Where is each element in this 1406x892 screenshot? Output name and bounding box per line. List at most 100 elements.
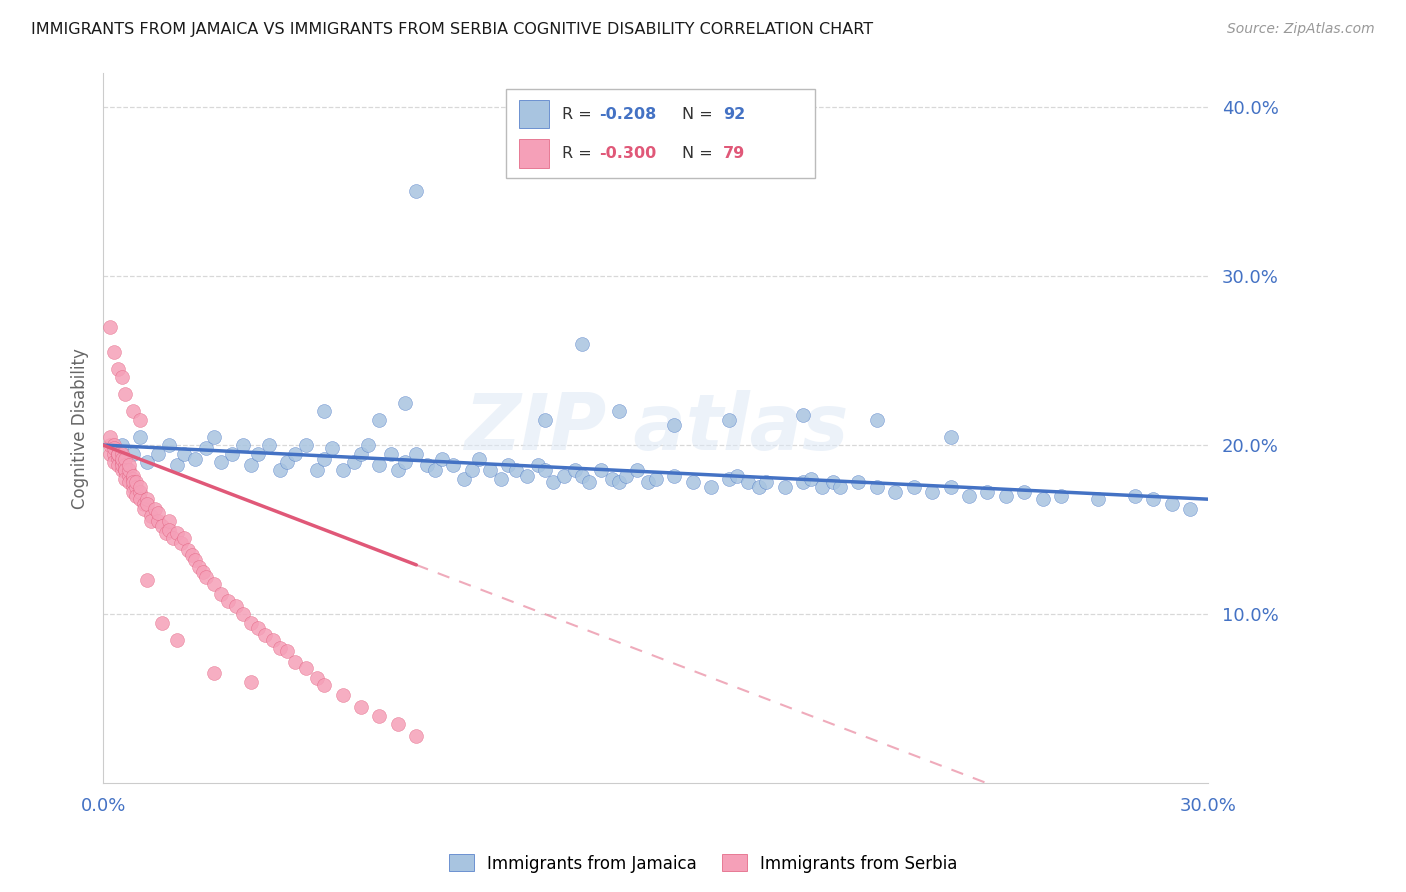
Point <box>148 446 170 460</box>
Point <box>571 336 593 351</box>
Point <box>269 641 291 656</box>
Point <box>114 458 136 473</box>
Point <box>129 413 152 427</box>
Point <box>221 446 243 460</box>
Point <box>534 413 557 427</box>
Point <box>600 472 623 486</box>
Point <box>387 463 409 477</box>
Point <box>626 463 648 477</box>
Point <box>187 560 209 574</box>
Point <box>159 523 181 537</box>
FancyBboxPatch shape <box>519 139 550 168</box>
Point <box>225 599 247 613</box>
Point <box>903 480 925 494</box>
Point <box>644 472 666 486</box>
Point <box>884 485 907 500</box>
Point <box>121 475 143 490</box>
Point <box>821 475 844 490</box>
Point <box>143 502 166 516</box>
Point <box>166 458 188 473</box>
Point <box>173 446 195 460</box>
Point <box>866 413 889 427</box>
Point <box>184 553 207 567</box>
Text: Source: ZipAtlas.com: Source: ZipAtlas.com <box>1227 22 1375 37</box>
Point <box>682 475 704 490</box>
Point <box>357 438 380 452</box>
Point <box>773 480 796 494</box>
Point <box>125 480 148 494</box>
Point <box>121 468 143 483</box>
Point <box>725 468 748 483</box>
Point <box>257 438 280 452</box>
Point <box>332 689 354 703</box>
Point <box>810 480 832 494</box>
FancyBboxPatch shape <box>519 100 550 128</box>
Text: 79: 79 <box>723 146 745 161</box>
Point <box>394 396 416 410</box>
Point <box>107 458 129 473</box>
Point <box>110 458 132 473</box>
Point <box>100 319 122 334</box>
Point <box>284 446 307 460</box>
Point <box>799 472 821 486</box>
Point <box>136 492 159 507</box>
Point <box>664 468 686 483</box>
Point <box>118 463 141 477</box>
Point <box>118 475 141 490</box>
Text: -0.300: -0.300 <box>599 146 657 161</box>
Point <box>269 463 291 477</box>
Point <box>468 451 491 466</box>
Point <box>553 468 575 483</box>
Point <box>100 429 122 443</box>
Point <box>159 514 181 528</box>
Point <box>578 475 600 490</box>
Point <box>132 502 155 516</box>
Point <box>103 446 125 460</box>
Point <box>217 593 239 607</box>
Point <box>305 672 328 686</box>
Point <box>498 458 520 473</box>
Point <box>125 475 148 490</box>
Point <box>939 429 962 443</box>
Point <box>162 531 184 545</box>
Point <box>479 463 502 477</box>
Point <box>866 480 889 494</box>
Point <box>114 451 136 466</box>
Point <box>148 514 170 528</box>
Point <box>110 370 132 384</box>
Point <box>1087 492 1109 507</box>
Point <box>571 468 593 483</box>
Point <box>607 475 630 490</box>
Point <box>166 632 188 647</box>
Point <box>792 475 814 490</box>
Point <box>737 475 759 490</box>
Point <box>343 455 366 469</box>
Point <box>614 468 637 483</box>
Text: ZIP atlas: ZIP atlas <box>464 390 848 467</box>
Point <box>195 442 218 456</box>
Point <box>314 404 336 418</box>
Point <box>136 497 159 511</box>
Point <box>125 489 148 503</box>
Point <box>139 514 162 528</box>
Point <box>132 497 155 511</box>
Point <box>121 446 143 460</box>
Point <box>405 729 427 743</box>
Point <box>114 463 136 477</box>
Point <box>1142 492 1164 507</box>
Point <box>314 451 336 466</box>
Point <box>976 485 998 500</box>
Point <box>516 468 538 483</box>
Point <box>202 576 225 591</box>
Point <box>110 438 132 452</box>
Point <box>405 185 427 199</box>
Point <box>254 627 277 641</box>
Point <box>368 413 391 427</box>
Point <box>489 472 512 486</box>
Point <box>129 480 152 494</box>
Point <box>1050 489 1073 503</box>
Point <box>848 475 870 490</box>
Point <box>107 362 129 376</box>
Point <box>921 485 943 500</box>
Point <box>1160 497 1182 511</box>
